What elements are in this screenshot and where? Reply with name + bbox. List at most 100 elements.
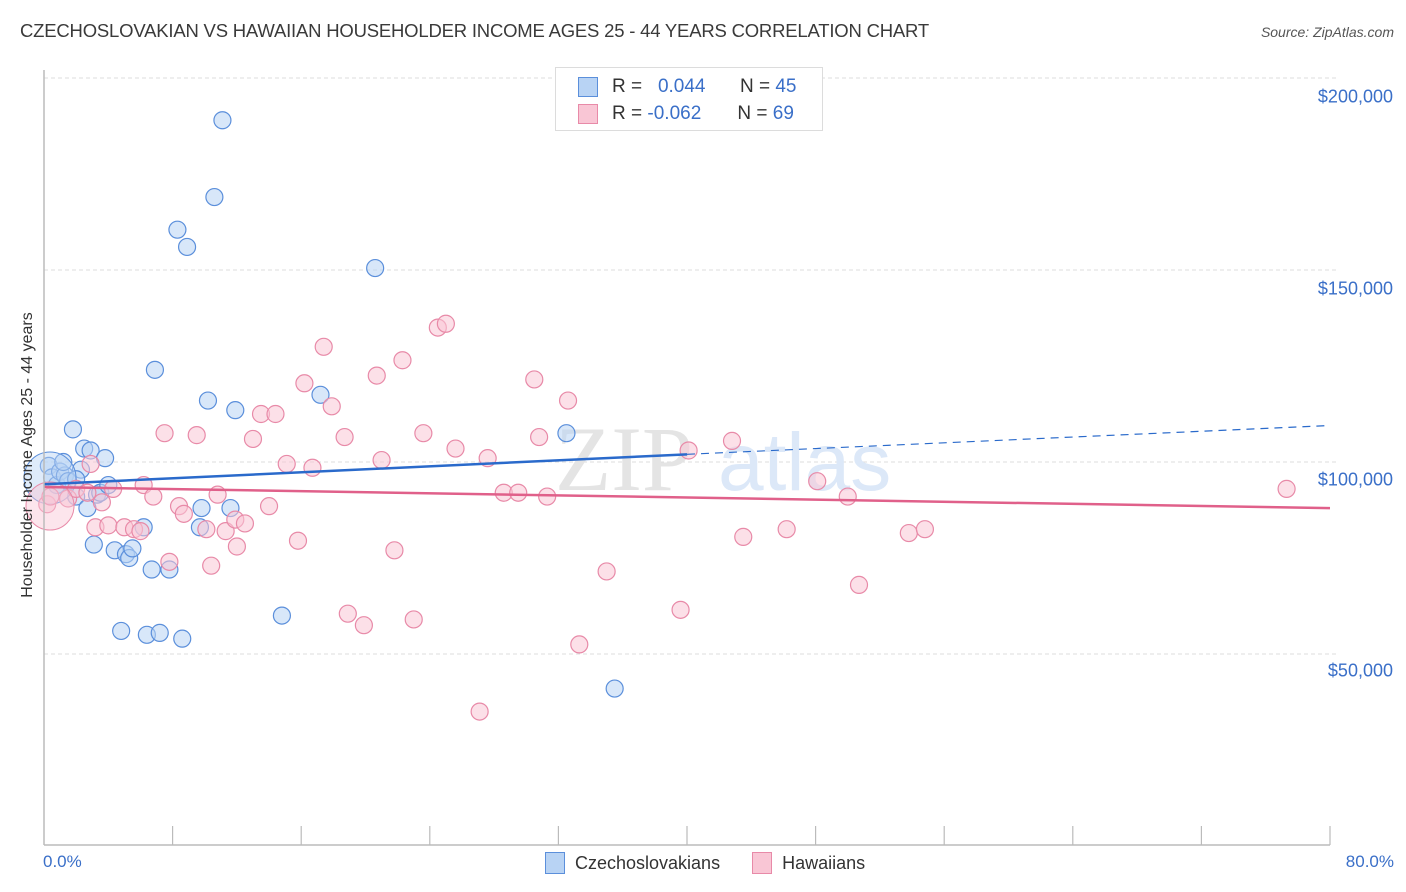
data-point — [295, 374, 314, 393]
data-point — [174, 504, 193, 523]
data-point — [145, 360, 165, 379]
data-point — [213, 111, 232, 130]
legend-item-czechoslovakians[interactable]: Czechoslovakians — [545, 852, 720, 874]
chart-title: CZECHOSLOVAKIAN VS HAWAIIAN HOUSEHOLDER … — [20, 20, 929, 41]
data-point — [177, 237, 197, 257]
data-point — [226, 401, 245, 420]
data-point — [25, 481, 75, 531]
y-tick-50000: $50,000 — [1327, 660, 1393, 681]
data-point — [311, 385, 330, 404]
r-label: R = — [612, 76, 643, 97]
data-point — [198, 391, 218, 410]
hawaiians-trend-line — [43, 485, 1331, 510]
data-point — [173, 629, 192, 648]
data-point — [777, 520, 796, 539]
x-tick-min: 0.0% — [43, 852, 82, 871]
blue-swatch-icon — [545, 852, 565, 874]
r-label: R = — [612, 103, 643, 124]
data-point — [838, 487, 857, 506]
data-point — [314, 337, 333, 356]
data-point — [205, 187, 224, 207]
data-point — [131, 522, 150, 541]
data-point — [679, 441, 698, 460]
data-point — [899, 523, 918, 543]
data-point — [259, 497, 279, 516]
data-point — [446, 439, 465, 458]
y-tick-150000: $150,000 — [1317, 278, 1393, 299]
data-point — [192, 498, 211, 518]
watermark-atlas: atlas — [718, 417, 891, 508]
r-value: -0.062 — [647, 103, 702, 124]
data-point — [123, 539, 142, 558]
data-point — [385, 541, 404, 560]
trend-lines — [43, 424, 1331, 510]
y-tick-100000: $100,000 — [1317, 469, 1393, 490]
data-point — [142, 560, 161, 579]
blue-swatch-icon — [578, 77, 598, 97]
data-point — [227, 537, 246, 556]
legend-row-hawaiians: R = -0.062 N = 69 — [578, 102, 794, 126]
n-value: 69 — [772, 103, 794, 124]
axes — [43, 70, 1331, 846]
data-point — [235, 514, 255, 533]
data-point — [808, 472, 827, 491]
data-point — [414, 424, 433, 443]
data-point — [354, 616, 373, 635]
x-tick-max: 80.0% — [1345, 852, 1394, 871]
data-point — [470, 702, 489, 721]
data-point — [509, 483, 528, 502]
data-point — [367, 366, 386, 385]
data-point — [322, 397, 341, 416]
data-point — [168, 220, 187, 239]
data-point — [570, 635, 589, 654]
data-point — [605, 679, 624, 698]
data-point — [338, 604, 357, 623]
data-point — [404, 610, 423, 629]
data-point — [187, 426, 206, 445]
data-point — [112, 621, 131, 641]
pink-swatch-icon — [752, 852, 773, 874]
series-legend: Czechoslovakians Hawaiians — [545, 852, 897, 874]
source-label: Source: ZipAtlas.com — [1260, 24, 1394, 40]
data-point — [243, 429, 263, 449]
data-point — [277, 454, 296, 474]
czechoslovakians-trend-extension — [686, 424, 1331, 455]
legend-label: Czechoslovakians — [575, 852, 721, 873]
data-point — [202, 556, 221, 575]
gridlines — [44, 77, 1336, 655]
pink-swatch-icon — [578, 104, 598, 124]
data-point — [54, 452, 73, 472]
data-point — [84, 535, 103, 554]
data-point — [393, 351, 412, 370]
data-point — [160, 552, 179, 571]
n-value: 45 — [775, 76, 797, 97]
data-point — [303, 458, 322, 477]
n-label: N = — [737, 103, 768, 124]
data-point — [144, 487, 163, 506]
data-point — [915, 520, 935, 539]
data-point — [63, 420, 83, 439]
correlation-legend: R = 0.044 N = 45 R = -0.062 N = 69 — [555, 67, 823, 131]
data-point — [366, 258, 385, 278]
data-point — [436, 314, 455, 333]
data-point — [150, 623, 169, 642]
data-point — [335, 427, 354, 447]
data-point — [92, 493, 111, 512]
data-point — [525, 370, 544, 389]
data-point — [1277, 479, 1296, 498]
data-point — [530, 427, 549, 447]
y-axis-label: Householder Income Ages 25 - 44 years — [19, 312, 36, 598]
data-point — [99, 516, 118, 535]
hawaiians-points — [25, 314, 1296, 721]
data-point — [288, 531, 308, 550]
data-point — [849, 575, 869, 594]
data-point — [372, 450, 391, 470]
legend-item-hawaiians[interactable]: Hawaiians — [752, 852, 865, 874]
data-point — [722, 431, 742, 450]
data-point — [734, 527, 753, 546]
legend-label: Hawaiians — [782, 852, 866, 873]
czechoslovakians-trend-line — [43, 453, 688, 486]
data-point — [266, 404, 285, 424]
data-point — [557, 424, 576, 443]
